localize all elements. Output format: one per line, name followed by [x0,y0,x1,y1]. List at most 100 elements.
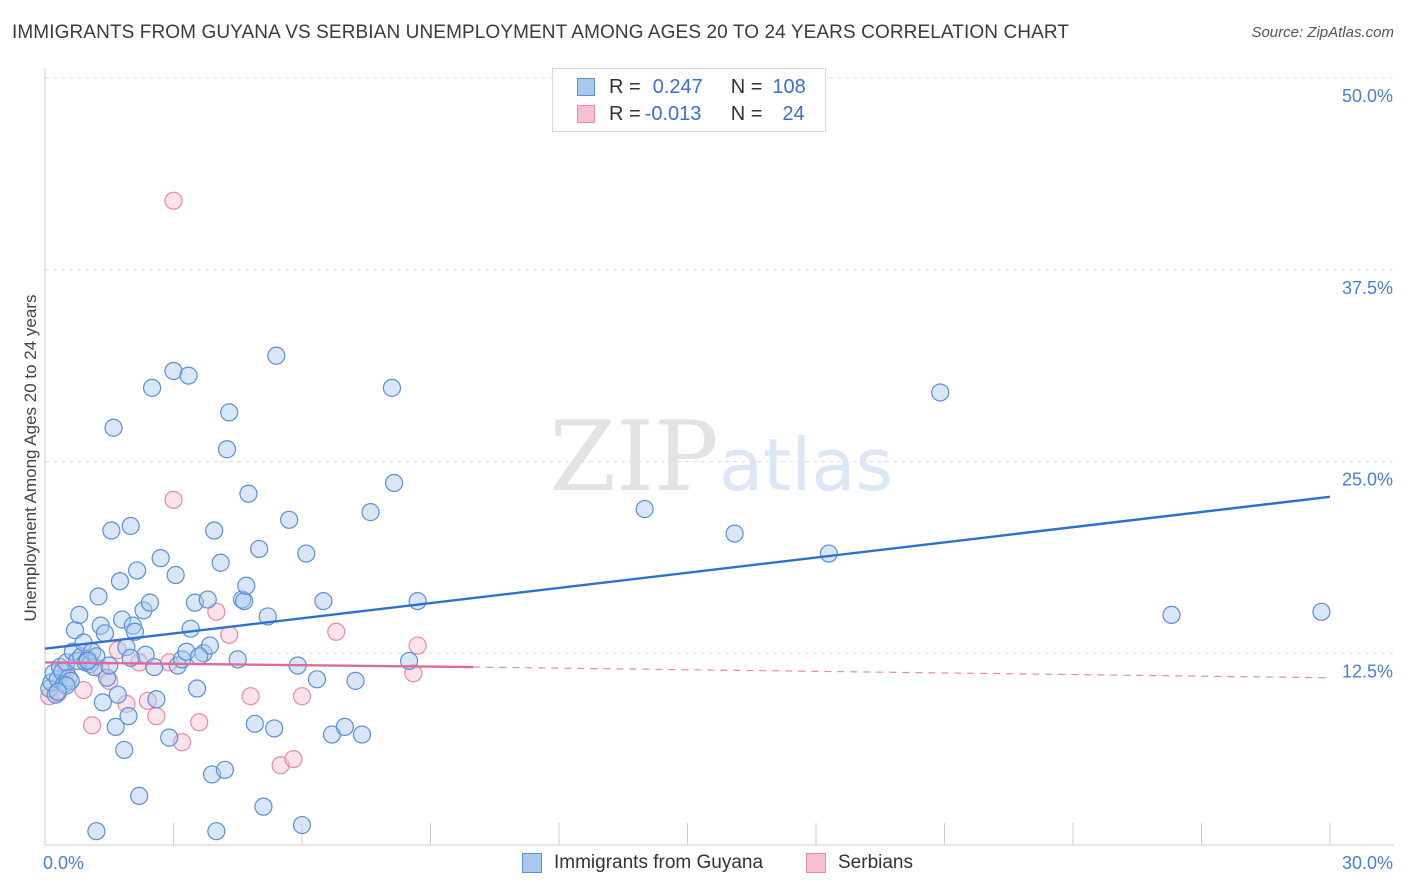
guyana-point [179,366,198,385]
guyana-point [235,591,254,611]
legend-n-label: N = [730,102,763,125]
serbians-point [100,671,119,690]
legend-n-value: 24 [782,102,805,125]
guyana-point [87,822,106,841]
guyana-point [100,656,119,675]
guyana-point [239,484,258,503]
guyana-point [87,647,106,666]
guyana-point [112,610,132,629]
guyana-point [382,378,402,397]
guyana-point [181,619,200,638]
guyana-point [78,651,97,671]
guyana-point [725,524,744,543]
guyana-point [95,624,115,643]
legend-row-guyana: R = 0.247 N = 108 [577,75,806,99]
guyana-point [140,593,160,612]
guyana-point [121,648,140,667]
x-tick-label: 30.0% [1342,853,1393,873]
chart-title: IMMIGRANTS FROM GUYANA VS SERBIAN UNEMPL… [12,22,1070,43]
guyana-point [104,418,123,437]
guyana-point [115,740,134,759]
guyana-point [250,539,269,559]
guyana-point [931,383,950,402]
watermark-zip: ZIP [549,401,718,513]
serbians-point [220,625,239,644]
guyana-point [635,499,654,519]
y-tick-label: 50.0% [1342,86,1393,106]
guyana-point [70,605,89,625]
guyana-point [108,685,127,704]
guyana-point [110,572,130,591]
guyana-point [147,690,166,709]
serbians-point [164,191,183,210]
serbians-point [83,716,102,735]
tick-labels: 12.5% 25.0% 37.5% 50.0% 0.0% 30.0% [43,86,1393,873]
guyana-point [48,682,67,701]
serbians-point [164,490,183,509]
legend-r-label: R = [609,102,641,125]
guyana-point [200,636,220,655]
guyana-point [314,591,333,611]
trend-line-guyana [44,495,1331,650]
guyana-point [119,707,138,726]
guyana-point [254,797,273,816]
guyana-point [151,549,170,568]
serbians-point [147,707,166,726]
watermark: ZIP atlas [549,401,893,513]
guyana-point [220,403,239,422]
bottom-legend-label-serbians: Serbians [838,852,913,873]
guyana-point [187,679,207,698]
serbians-point [292,687,312,706]
guyana-point [292,815,312,835]
legend-r-value: -0.013 [644,102,702,125]
guyana-point [166,565,185,585]
guyana-point [265,719,284,738]
x-tick-label: 0.0% [43,853,84,873]
legend-swatch-pink [577,105,595,123]
guyana-point [127,561,147,580]
trend-lines [44,495,1331,679]
guyana-point [361,503,380,522]
guyana-point [142,378,162,397]
guyana-point [205,521,224,540]
guyana-point [280,510,299,529]
legend-r-value: 0.247 [652,75,703,98]
y-tick-label: 37.5% [1342,278,1393,298]
serbians-point [190,713,209,732]
guyana-point [245,714,264,733]
guyana-point [217,440,237,459]
legend-row-serbians: R = -0.013 N = 24 [577,102,805,126]
serbians-point [327,622,346,641]
legend-swatch-blue [577,78,595,96]
bottom-legend-swatch-pink [806,853,826,873]
bottom-legend-label-guyana: Immigrants from Guyana [554,852,764,873]
guyana-point [207,822,226,841]
serbians-point [408,636,427,655]
guyana-point [93,693,112,712]
legend-n-value: 108 [772,75,806,98]
source-credit: Source: ZipAtlas.com [1251,24,1394,41]
guyana-point [198,590,217,609]
guyana-point [267,346,286,365]
legend-n-label: N = [730,75,763,98]
guyana-point [1312,602,1331,621]
trend-line-serbians-extension [473,666,1331,679]
axes [44,68,1394,846]
y-axis-label: Unemployment Among Ages 20 to 24 years [21,295,40,622]
y-tick-label: 25.0% [1342,470,1393,490]
watermark-atlas: atlas [719,423,893,507]
guyana-point [211,553,230,572]
trend-line-serbians [44,661,474,669]
guyana-point [106,717,125,736]
guyana-point [297,544,316,563]
guyana-point [102,521,121,540]
guyana-point [352,725,372,744]
serbians-point [74,680,93,700]
series-serbians-points [40,191,427,775]
y-tick-label: 12.5% [1342,661,1393,681]
guyana-point [215,760,234,779]
serbians-point [241,687,260,706]
series-guyana-points [40,346,1331,841]
guyana-point [125,622,145,641]
